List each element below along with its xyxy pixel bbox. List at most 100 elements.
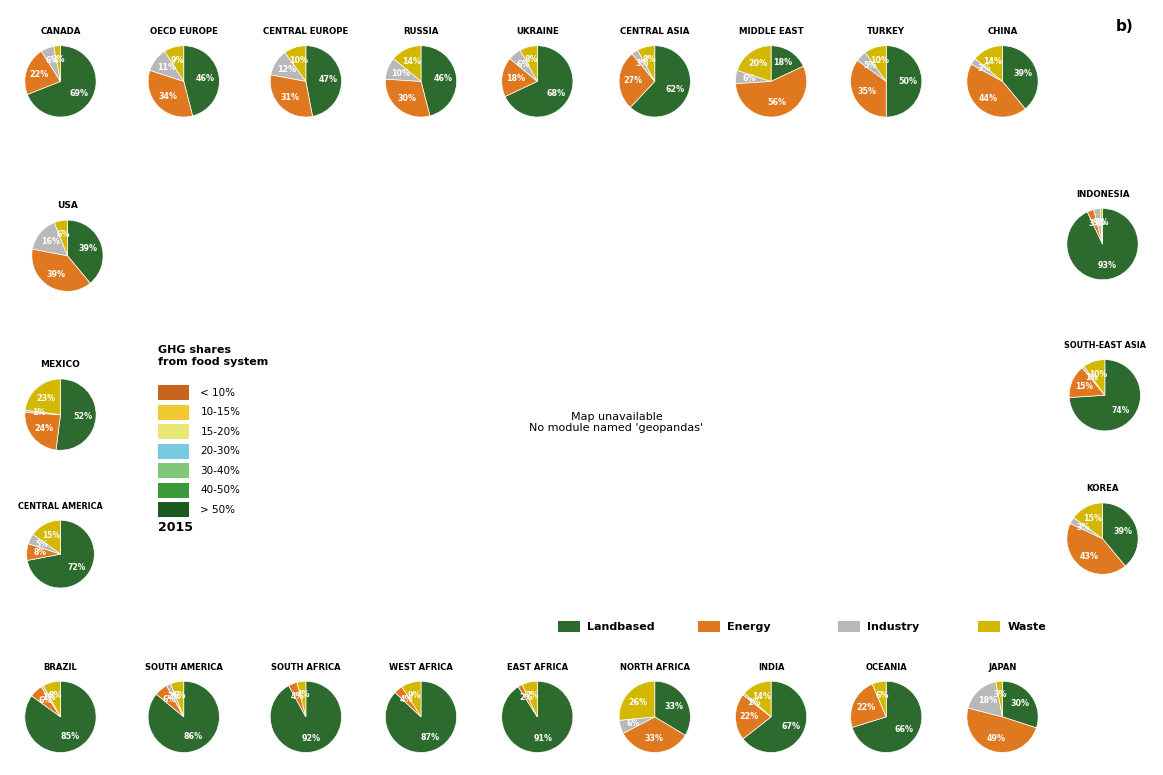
Wedge shape [27,46,97,117]
Text: 18%: 18% [978,696,997,705]
Wedge shape [520,46,537,81]
Wedge shape [385,79,430,117]
Text: 52%: 52% [73,412,92,421]
Text: 86%: 86% [184,732,202,742]
Wedge shape [744,681,771,717]
Wedge shape [24,681,97,753]
Wedge shape [865,46,886,81]
Wedge shape [1069,368,1105,398]
Text: 14%: 14% [984,57,1003,66]
Wedge shape [619,681,655,720]
Text: 30-40%: 30-40% [200,466,241,476]
Text: 5%: 5% [864,61,877,71]
Wedge shape [67,220,104,283]
Text: b): b) [1116,19,1134,34]
Wedge shape [171,681,184,717]
Text: 3%: 3% [977,64,991,74]
Text: 3%: 3% [1089,219,1101,228]
Text: 18%: 18% [506,74,525,83]
Title: MEXICO: MEXICO [41,360,80,369]
Wedge shape [24,410,60,415]
Text: 8%: 8% [33,548,47,557]
Text: 6%: 6% [163,695,177,704]
Wedge shape [421,46,457,116]
Text: 8%: 8% [642,56,656,64]
Text: 20%: 20% [749,59,768,68]
Text: 74%: 74% [1112,406,1130,415]
Wedge shape [1066,208,1139,280]
Text: 14%: 14% [402,57,421,66]
Text: 34%: 34% [158,92,177,101]
Text: 22%: 22% [740,712,758,722]
Title: SOUTH AMERICA: SOUTH AMERICA [145,663,222,671]
Text: 6%: 6% [38,696,52,705]
Wedge shape [1003,46,1039,108]
Wedge shape [393,46,421,81]
Title: MIDDLE EAST: MIDDLE EAST [739,27,804,36]
Text: 69%: 69% [70,89,88,98]
FancyBboxPatch shape [158,463,188,478]
FancyBboxPatch shape [839,622,859,632]
Text: 7%: 7% [526,691,540,700]
Title: CANADA: CANADA [41,27,80,36]
Wedge shape [297,681,306,717]
FancyBboxPatch shape [158,483,188,498]
Wedge shape [1066,523,1126,574]
Text: 1%: 1% [1096,218,1108,226]
Text: Energy: Energy [727,622,771,632]
Text: 46%: 46% [197,74,215,83]
Title: RUSSIA: RUSSIA [404,27,438,36]
Wedge shape [184,46,220,116]
Wedge shape [385,681,457,753]
Text: < 10%: < 10% [200,388,235,398]
Text: 3%: 3% [636,59,649,67]
Text: 30%: 30% [1011,699,1030,708]
Title: OCEANIA: OCEANIA [865,663,907,671]
Wedge shape [1082,367,1105,395]
Title: CENTRAL ASIA: CENTRAL ASIA [620,27,690,36]
Wedge shape [850,60,886,117]
Title: NORTH AFRICA: NORTH AFRICA [620,663,690,671]
FancyBboxPatch shape [158,444,188,459]
Text: 10%: 10% [870,56,889,65]
Wedge shape [31,249,91,291]
Text: 4%: 4% [297,691,309,700]
Wedge shape [735,695,771,739]
Text: 92%: 92% [302,734,321,742]
Text: 10-15%: 10-15% [200,407,241,417]
Text: 23%: 23% [36,394,56,402]
Wedge shape [56,379,97,450]
Title: EAST AFRICA: EAST AFRICA [507,663,568,671]
Wedge shape [1084,360,1105,395]
Text: 3%: 3% [1092,218,1106,227]
Wedge shape [632,50,655,81]
Text: 8%: 8% [48,691,62,700]
Text: 6%: 6% [57,229,70,239]
Wedge shape [501,681,573,753]
Text: 85%: 85% [60,732,80,741]
Wedge shape [619,54,655,108]
Wedge shape [1069,360,1141,431]
Text: 49%: 49% [987,734,1006,742]
Wedge shape [522,681,537,717]
Wedge shape [1093,208,1103,244]
Text: 39%: 39% [47,270,65,279]
Wedge shape [1003,681,1039,728]
Wedge shape [505,46,573,117]
Text: 91%: 91% [534,734,552,742]
Text: 6%: 6% [516,60,530,69]
Text: 72%: 72% [67,563,86,572]
Text: 47%: 47% [319,75,337,84]
Text: 14%: 14% [752,692,771,701]
Text: 22%: 22% [30,70,49,79]
Title: CENTRAL AMERICA: CENTRAL AMERICA [19,502,102,511]
Wedge shape [271,53,306,81]
Wedge shape [519,684,537,717]
Wedge shape [1100,208,1103,244]
Wedge shape [743,681,807,753]
Text: 6%: 6% [742,74,756,83]
Text: 15%: 15% [42,531,60,540]
Wedge shape [148,681,220,753]
Text: 5%: 5% [35,540,48,549]
Wedge shape [395,687,421,717]
